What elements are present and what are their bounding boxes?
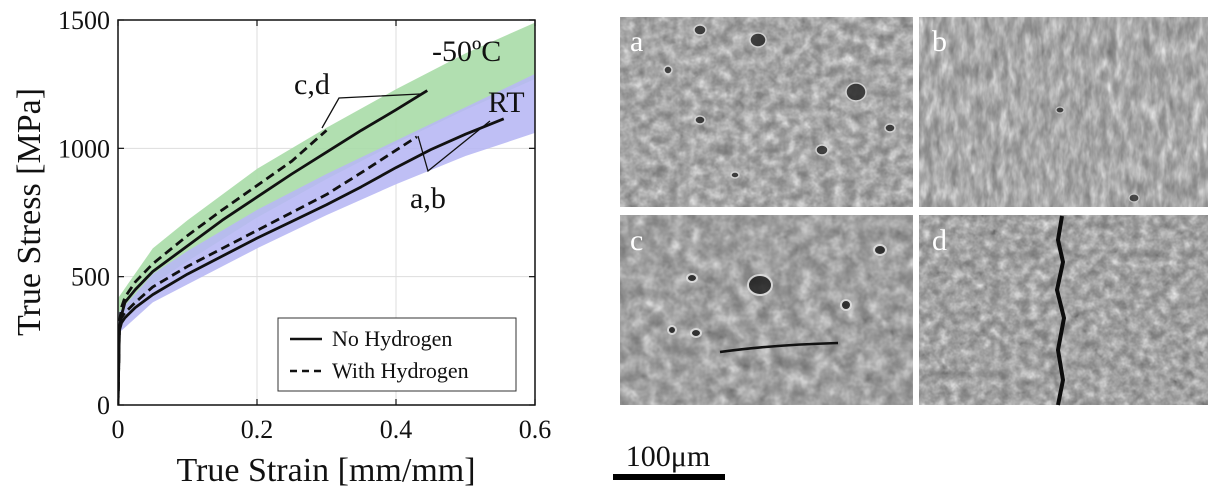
scale-bar-line: [613, 474, 725, 480]
micrograph-c-texture: [620, 215, 913, 405]
micrograph-c-dimples: [667, 244, 887, 338]
micrograph-d: d: [919, 215, 1208, 406]
x-tick-label: 0.4: [380, 415, 413, 444]
annotation-ab: a,b: [410, 182, 446, 215]
panel-label-d: d: [932, 224, 947, 257]
annotation-cd: c,d: [294, 68, 330, 101]
micrograph-b: b: [919, 17, 1208, 207]
series-50-c-with-hydrogen: [118, 129, 328, 405]
panel-label-c: c: [630, 224, 643, 257]
series-rt-no-hydrogen: [118, 117, 505, 405]
legend-label-no-hydrogen: No Hydrogen: [332, 326, 452, 351]
micrograph-b-dimples: [1055, 106, 1140, 203]
x-tick-label: 0.6: [519, 415, 552, 444]
legend-label-with-hydrogen: With Hydrogen: [332, 358, 469, 383]
micrograph-d-crack: [1054, 215, 1067, 406]
y-tick-label: 1000: [58, 134, 110, 163]
y-tick-label: 1500: [58, 6, 110, 35]
legend-box: [277, 317, 517, 392]
micrograph-c: c: [620, 215, 913, 405]
leader-cd: [321, 93, 421, 129]
panel-label-a: a: [630, 25, 643, 58]
scale-bar: 100μm: [613, 440, 725, 480]
leader-ab: [417, 120, 491, 173]
micrograph-c-crack: [719, 341, 839, 354]
micrograph-grid: a b c d 100μm: [613, 17, 1208, 480]
x-tick-label: 0.2: [241, 415, 274, 444]
stress-strain-chart: 0 0.2 0.4 0.6 0 500 1000 1500 True Stress [MPa]…: [11, 6, 551, 488]
legend: No Hydrogen With Hydrogen: [277, 317, 517, 392]
y-tick-label: 500: [71, 263, 110, 292]
annotation-cold: -50ºC: [432, 35, 501, 68]
scale-bar-label: 100μm: [626, 440, 710, 473]
annotation-rt: RT: [488, 86, 525, 119]
tick-labels: 0 0.2 0.4 0.6 0 500 1000 1500: [58, 6, 551, 444]
series-rt-with-hydrogen: [118, 135, 418, 405]
y-tick-label: 0: [97, 391, 110, 420]
x-axis-title: True Strain [mm/mm]: [176, 452, 475, 488]
micrograph-a: a: [620, 17, 913, 207]
series-lines: [118, 89, 505, 405]
panel-label-b: b: [932, 25, 947, 58]
x-tick-label: 0: [112, 415, 125, 444]
micrograph-a-dimples: [663, 24, 896, 179]
y-axis-title: True Stress [MPa]: [11, 88, 48, 336]
axis-ticks: [117, 19, 536, 406]
micrograph-a-texture: [620, 17, 913, 207]
plot-frame: [117, 19, 536, 406]
